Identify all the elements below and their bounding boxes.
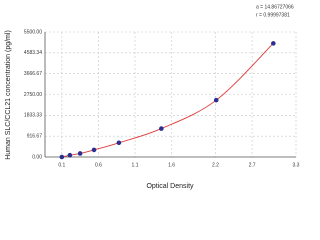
x-axis-title: Optical Density xyxy=(146,183,194,190)
y-tick-label: 5500.00 xyxy=(24,29,42,35)
y-tick-label: 916.67 xyxy=(27,133,43,139)
y-tick-label: 1833.33 xyxy=(24,113,42,119)
point xyxy=(271,41,276,46)
point xyxy=(77,151,83,156)
x-tick-label: 1.1 xyxy=(132,162,139,168)
y-tick-label: 4583.34 xyxy=(24,50,42,56)
y-axis-title: Human SLC/CCL21 concentration (pg/ml) xyxy=(5,30,12,160)
point xyxy=(213,97,219,103)
y-tick-label: 3666.67 xyxy=(24,71,42,77)
x-tick-label: 0.1 xyxy=(58,162,65,168)
point xyxy=(159,126,164,131)
y-tick-label: 0.00 xyxy=(32,154,42,160)
annotation: r = 0.99997381 xyxy=(256,12,290,18)
point xyxy=(116,140,122,146)
x-tick-label: 0.6 xyxy=(95,162,102,168)
x-tick-label: 1.6 xyxy=(168,162,175,168)
point xyxy=(91,147,97,153)
y-tick-label: 2750.00 xyxy=(24,92,42,98)
annotation: a = 14.86727066 xyxy=(256,4,294,10)
x-tick-label: 2.2 xyxy=(212,162,219,168)
x-tick-label: 2.7 xyxy=(249,162,256,168)
point xyxy=(59,154,65,160)
point xyxy=(67,152,73,158)
x-tick-label: 3.3 xyxy=(293,162,300,168)
fit-curve xyxy=(61,43,274,158)
chart: a = 14.86727066 r = 0.99997381 Optical D… xyxy=(5,4,300,190)
